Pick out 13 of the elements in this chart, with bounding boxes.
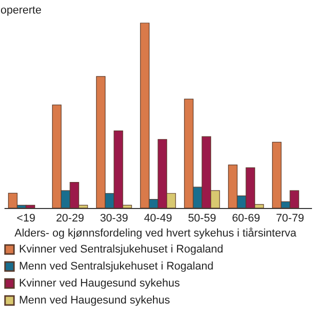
legend-label: Menn ved Sentralsjukehuset i Rogaland xyxy=(19,260,214,272)
legend-label: Kvinner ved Haugesund sykehus xyxy=(19,278,180,290)
x-tick-label: 70-79 xyxy=(276,212,304,224)
legend-label: Kvinner ved Sentralsjukehuset i Rogaland xyxy=(19,244,224,256)
legend-label: Menn ved Haugesund sykehus xyxy=(19,294,171,306)
x-tick-label: 40-49 xyxy=(144,212,172,224)
x-tick-label: <19 xyxy=(16,212,36,224)
y-axis-title: opererte xyxy=(0,4,42,16)
x-tick-label: 30-39 xyxy=(100,212,128,224)
x-tick-label: 50-59 xyxy=(188,212,216,224)
x-axis-title: Alders- og kjønnsfordeling ved hvert sykehus i tiårsinterva xyxy=(14,228,298,240)
x-tick-label: 60-69 xyxy=(232,212,260,224)
x-tick-label: 20-29 xyxy=(56,212,84,224)
